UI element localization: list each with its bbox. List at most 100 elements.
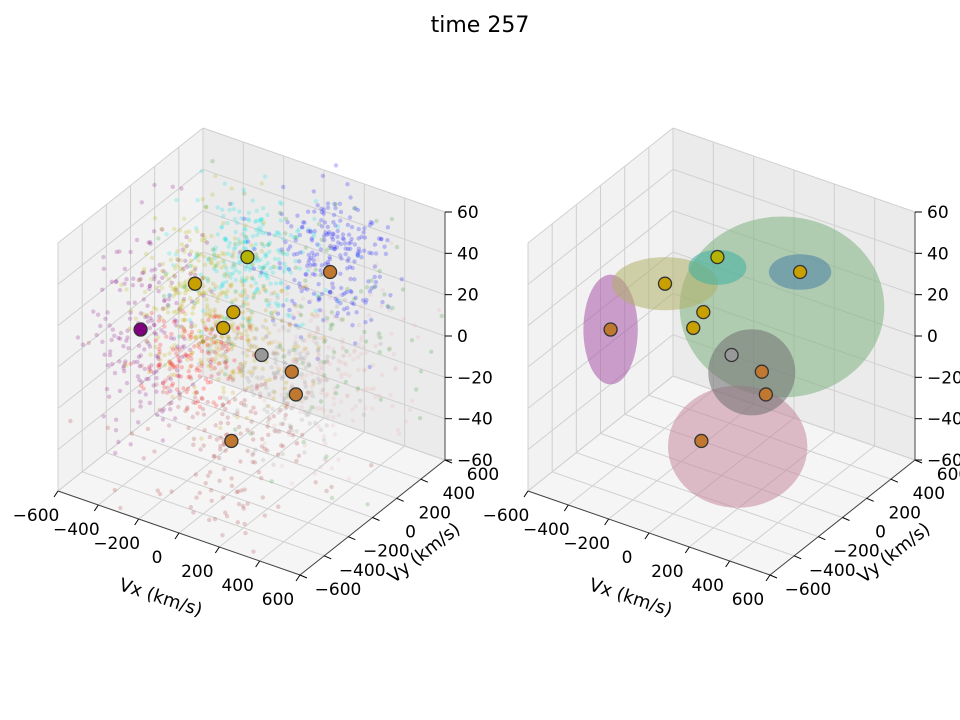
scatter-point — [241, 240, 246, 245]
scatter-point — [118, 330, 124, 336]
scatter-point — [109, 337, 114, 343]
scatter-point — [229, 300, 235, 306]
scatter-point — [229, 282, 234, 287]
scatter-point — [269, 314, 275, 319]
scatter-point — [197, 292, 202, 297]
scatter-point — [213, 173, 218, 179]
x-tick-label: −200 — [93, 534, 140, 554]
z-tick-label: 40 — [927, 244, 949, 264]
scatter-point — [362, 235, 368, 240]
scatter-point — [331, 212, 337, 218]
scatter-point — [328, 323, 334, 328]
scatter-point — [162, 324, 167, 329]
scatter-point — [246, 263, 251, 269]
scatter-point — [164, 271, 169, 276]
scatter-point — [286, 328, 291, 333]
scatter-point — [241, 363, 246, 368]
scatter-point — [293, 238, 298, 243]
scatter-point — [148, 241, 153, 246]
scatter-point — [230, 369, 235, 375]
scatter-point — [315, 356, 320, 362]
scatter-point — [321, 207, 326, 212]
scatter-point — [199, 348, 205, 354]
scatter-point — [201, 275, 206, 280]
scatter-point — [341, 353, 346, 358]
scatter-point — [309, 384, 315, 389]
scatter-point — [157, 407, 162, 412]
scatter-point — [224, 279, 229, 284]
scatter-point — [310, 378, 316, 384]
scatter-point — [284, 404, 289, 410]
scatter-point — [181, 386, 186, 391]
scatter-point — [308, 318, 313, 323]
scatter-point — [253, 336, 259, 341]
scatter-point — [117, 336, 123, 341]
scatter-point — [226, 334, 231, 340]
z-tick-label: −40 — [927, 410, 960, 430]
scatter-point — [189, 350, 194, 355]
scatter-point — [382, 244, 387, 249]
scatter-point — [232, 263, 238, 268]
scatter-point — [202, 238, 207, 244]
scatter-point — [264, 298, 269, 303]
scatter-point — [152, 182, 157, 188]
scatter-point — [313, 308, 319, 314]
scatter-point — [203, 377, 209, 382]
scatter-point — [207, 351, 212, 356]
scatter-point — [240, 373, 245, 378]
scatter-point — [205, 344, 210, 349]
scatter-point — [311, 231, 317, 236]
scatter-point — [338, 209, 344, 215]
scatter-point — [305, 263, 310, 269]
panel-right-3d-ellipsoids: −600−600−60−400−400−40−200 −200−200002002… — [483, 127, 960, 621]
scatter-point — [170, 347, 176, 352]
scatter-point — [380, 287, 385, 293]
scatter-point — [189, 324, 194, 329]
scatter-point — [350, 407, 355, 412]
scatter-point — [170, 362, 175, 368]
scatter-point — [194, 390, 200, 395]
scatter-point — [187, 238, 192, 243]
scatter-point — [325, 377, 330, 383]
z-tick-label: −60 — [457, 451, 493, 471]
scatter-point — [262, 446, 267, 451]
scatter-point — [252, 247, 257, 252]
scatter-point — [263, 288, 268, 293]
scatter-point — [249, 309, 254, 315]
scatter-point — [339, 317, 345, 322]
scatter-point — [175, 344, 180, 349]
scatter-point — [297, 281, 302, 286]
scatter-point — [214, 263, 219, 269]
scatter-point — [315, 356, 320, 361]
scatter-point — [275, 371, 280, 376]
scatter-point — [228, 374, 233, 380]
scatter-point — [245, 375, 250, 381]
scatter-point — [389, 240, 394, 246]
scatter-point — [135, 374, 141, 379]
scatter-point — [154, 285, 159, 290]
scatter-point — [155, 412, 160, 417]
scatter-point — [169, 372, 174, 378]
scatter-point — [244, 415, 250, 421]
scatter-point — [128, 308, 134, 313]
scatter-point — [233, 297, 238, 302]
scatter-point — [263, 251, 268, 257]
scatter-point — [231, 368, 236, 373]
scatter-point — [293, 304, 298, 309]
scatter-point — [113, 417, 119, 422]
scatter-point — [176, 373, 181, 379]
scatter-point — [322, 313, 327, 318]
scatter-point — [262, 174, 268, 179]
scatter-point — [160, 227, 165, 232]
scatter-point — [302, 220, 307, 225]
scatter-point — [213, 423, 218, 428]
scatter-point — [298, 335, 304, 340]
scatter-point — [145, 319, 151, 324]
scatter-point — [188, 296, 193, 301]
scatter-point — [274, 345, 280, 350]
scatter-point — [125, 335, 130, 340]
scatter-point — [362, 248, 367, 253]
scatter-point — [296, 325, 301, 330]
scatter-point — [289, 224, 294, 229]
scatter-point — [294, 251, 300, 257]
